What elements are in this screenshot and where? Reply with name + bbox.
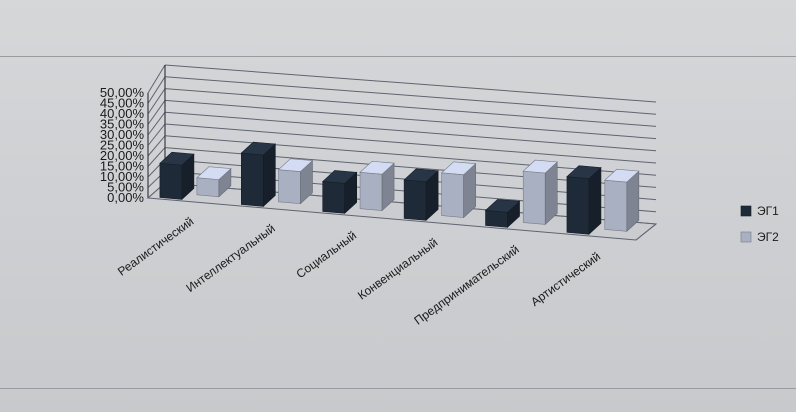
- y-tick-label: 5,00%: [107, 180, 144, 195]
- gridline: [147, 111, 166, 136]
- bar-top: [240, 141, 277, 156]
- bar-ЭГ2: [522, 159, 558, 226]
- bar-ЭГ1: [484, 199, 521, 228]
- gridline: [164, 88, 657, 127]
- bar-front: [485, 210, 508, 228]
- bar-front: [322, 181, 346, 214]
- bar-top: [359, 160, 395, 175]
- y-tick-label: 40,00%: [100, 106, 145, 121]
- gridline: [164, 99, 657, 140]
- gridline: [147, 76, 166, 104]
- bar-ЭГ2: [196, 166, 232, 198]
- gridline: [164, 76, 657, 115]
- bar-top: [522, 159, 558, 174]
- bar-front: [359, 171, 383, 211]
- x-tick-label: Социальный: [294, 228, 360, 281]
- gridline: [147, 135, 166, 157]
- gridline: [164, 135, 657, 176]
- bar-top: [277, 158, 314, 172]
- y-tick-label: 10,00%: [100, 169, 145, 184]
- x-tick-label: Интеллектуальный: [183, 221, 277, 295]
- gridline: [164, 123, 657, 164]
- legend-swatch: [740, 205, 752, 217]
- bar-front: [159, 162, 183, 200]
- bar-front: [196, 177, 220, 198]
- y-tick-label: 30,00%: [100, 127, 145, 142]
- gridline: [164, 64, 657, 103]
- x-tick-label: Артистический: [528, 249, 603, 309]
- bar-top: [322, 170, 358, 184]
- y-tick-label: 35,00%: [100, 117, 145, 132]
- bar-ЭГ1: [322, 170, 358, 215]
- x-tick-label: Реалистический: [115, 214, 196, 278]
- y-tick-label: 0,00%: [107, 190, 144, 205]
- bar-ЭГ2: [604, 168, 640, 233]
- bar-ЭГ1: [566, 165, 602, 235]
- bar-ЭГ2: [277, 158, 314, 205]
- bar-front: [522, 170, 546, 225]
- bar-top: [159, 151, 195, 166]
- gridline: [147, 147, 166, 167]
- bar-top: [484, 199, 521, 213]
- bar-front: [566, 176, 590, 235]
- bar-top: [440, 161, 477, 175]
- bar-ЭГ1: [240, 141, 277, 208]
- bar-top: [403, 168, 439, 183]
- bar-top: [566, 165, 602, 179]
- bar-front: [441, 172, 464, 218]
- bottom-divider: [0, 388, 796, 389]
- bar-side: [588, 166, 602, 235]
- bar-ЭГ1: [403, 168, 439, 221]
- y-tick-label: 45,00%: [100, 96, 145, 111]
- y-tick-label: 20,00%: [100, 148, 145, 163]
- bar-ЭГ2: [359, 160, 395, 212]
- bar-top: [196, 166, 232, 180]
- floor-edge: [635, 223, 657, 241]
- bar-front: [278, 169, 301, 204]
- y-tick-label: 25,00%: [100, 138, 145, 153]
- bar-front: [241, 152, 264, 207]
- legend-label: ЭГ1: [757, 204, 779, 218]
- legend-label: ЭГ2: [757, 230, 779, 244]
- gridline: [147, 100, 166, 125]
- y-tick-label: 15,00%: [100, 159, 145, 174]
- bar-front: [604, 179, 628, 232]
- gridline: [147, 64, 166, 94]
- bar-ЭГ1: [159, 151, 195, 201]
- y-tick-label: 50,00%: [100, 85, 145, 100]
- gridline: [147, 123, 166, 146]
- bar-top: [604, 168, 640, 183]
- bar-ЭГ2: [440, 161, 477, 219]
- gridline: [147, 88, 166, 115]
- legend-swatch: [740, 231, 752, 243]
- gridline: [164, 111, 657, 152]
- bar-front: [403, 179, 427, 221]
- top-divider: [0, 56, 796, 57]
- x-tick-label: Конвенциальный: [355, 235, 440, 302]
